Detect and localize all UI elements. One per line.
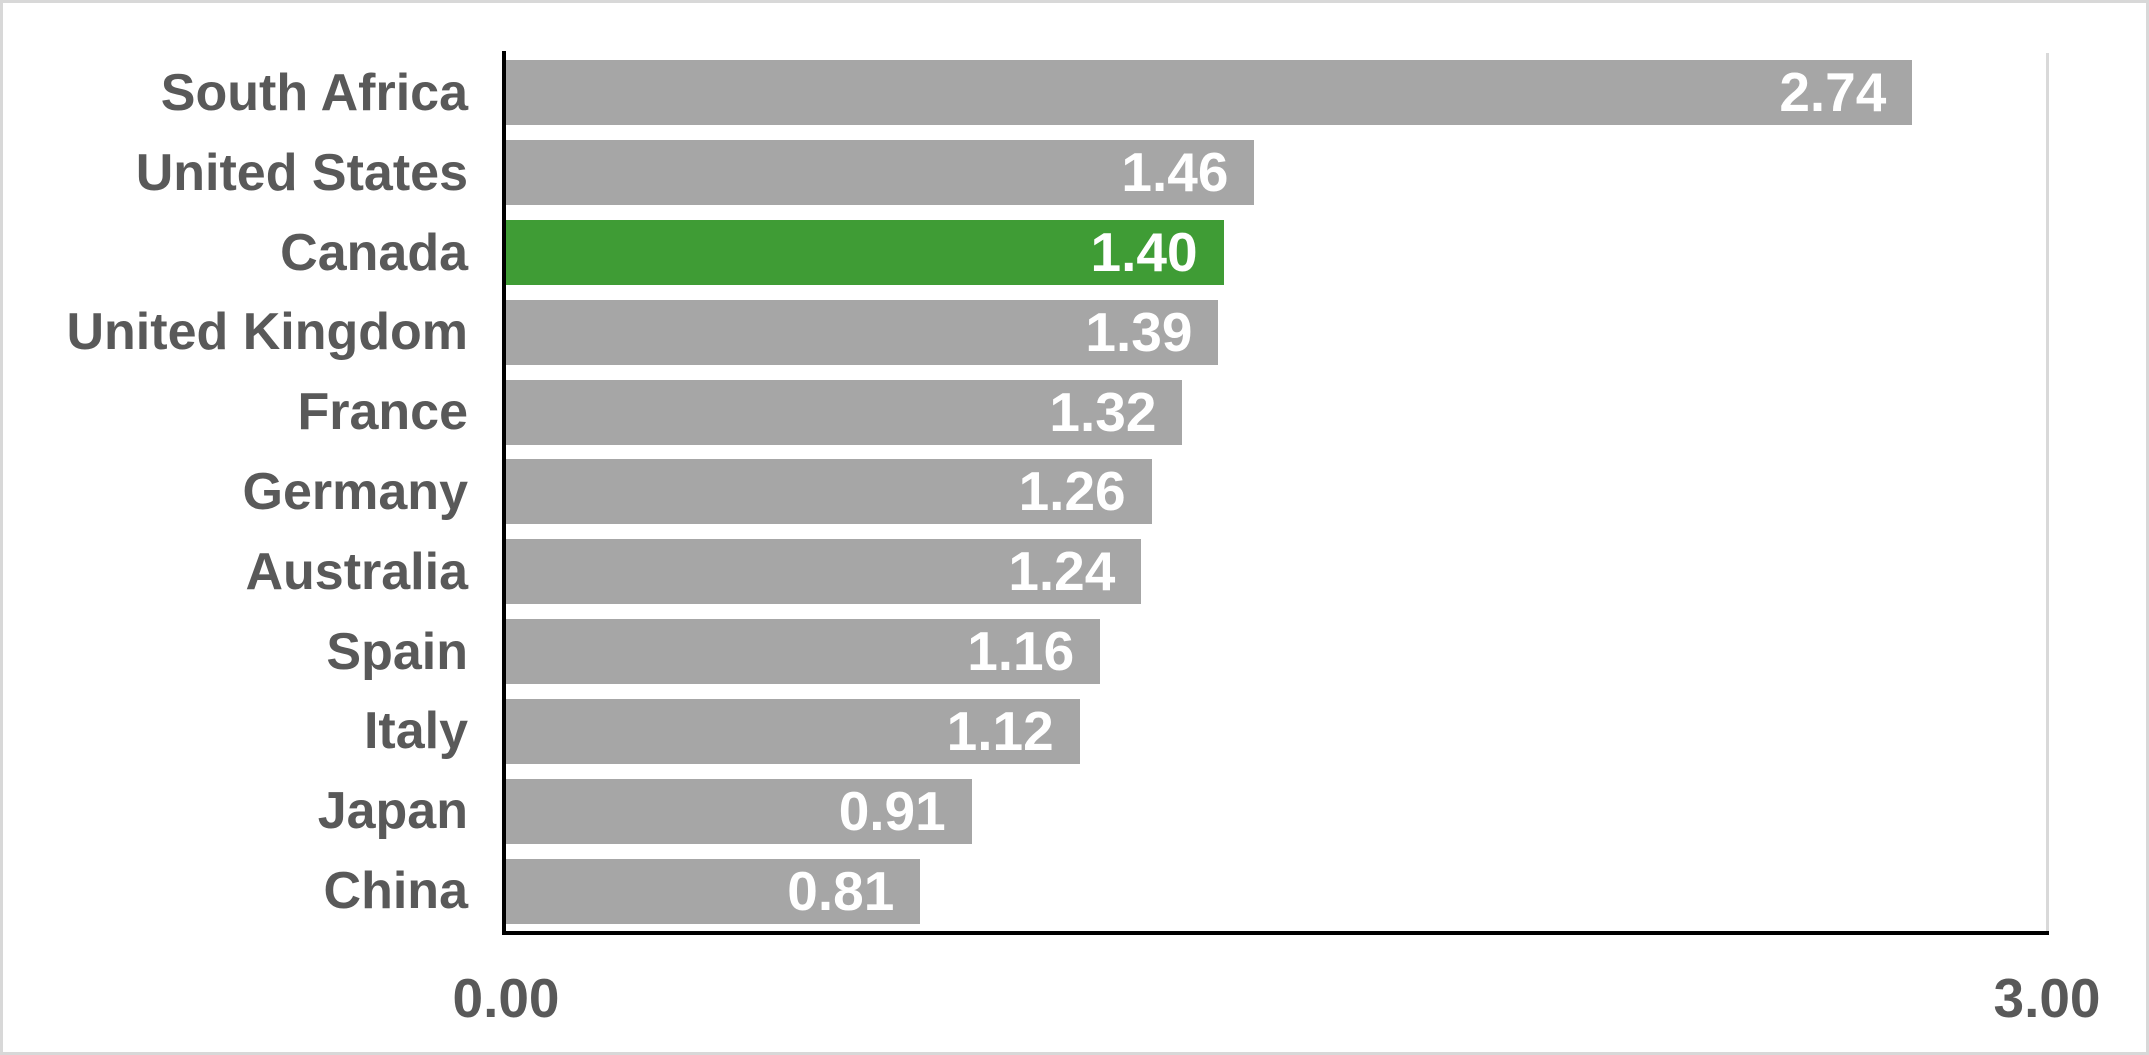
bar: 1.12 [504,698,1080,764]
bar-row: France 1.32 [3,372,2046,452]
value-label: 1.12 [946,699,1054,762]
x-tick-label-max: 3.00 [1993,967,2101,1029]
bar: 1.16 [504,619,1101,685]
value-label: 1.16 [967,620,1075,683]
category-label: France [297,383,468,442]
value-label: 1.46 [1121,141,1229,204]
bar-row: Canada 1.40 [3,213,2046,293]
right-gridline [2046,53,2049,931]
bar-track: 1.46 [504,140,2046,206]
category-label: South Africa [160,63,468,122]
bar: 2.74 [504,60,1913,126]
value-label: 2.74 [1779,61,1887,124]
category-label: United States [135,143,468,202]
bar: 1.26 [504,459,1152,525]
category-label: Spain [326,622,468,681]
bar: 1.32 [504,379,1183,445]
bar: 1.24 [504,539,1142,605]
value-label: 0.91 [838,779,946,842]
category-label: United Kingdom [66,303,468,362]
category-label: China [323,862,468,921]
bar-track: 1.26 [504,459,2046,525]
bar-track: 1.12 [504,698,2046,764]
bar: 1.39 [504,299,1219,365]
bar-track: 0.91 [504,778,2046,844]
bar: 1.40 [504,220,1224,286]
bar-row: China 0.81 [3,851,2046,931]
value-label: 0.81 [787,859,895,922]
value-label: 1.39 [1085,300,1193,363]
bar-row: United Kingdom 1.39 [3,292,2046,372]
category-label: Italy [363,702,468,761]
bar: 1.46 [504,140,1255,206]
category-label: Australia [245,542,468,601]
bar: 0.81 [504,858,921,924]
bar-track: 1.39 [504,299,2046,365]
bar-row: Spain 1.16 [3,612,2046,692]
bar-track: 1.32 [504,379,2046,445]
value-label: 1.32 [1049,380,1157,443]
category-label: Germany [242,462,468,521]
bar-row: Australia 1.24 [3,532,2046,612]
category-label: Canada [280,223,468,282]
value-label: 1.26 [1018,460,1126,523]
x-axis-line [502,931,2049,935]
category-label: Japan [317,782,468,841]
bar-row: Italy 1.12 [3,692,2046,772]
bar: 0.91 [504,778,972,844]
value-label: 1.24 [1008,540,1116,603]
bar-track: 1.16 [504,619,2046,685]
bar-track: 1.24 [504,539,2046,605]
value-label: 1.40 [1090,221,1198,284]
bar-row: Germany 1.26 [3,452,2046,532]
bar-row: United States 1.46 [3,133,2046,213]
bar-row: Japan 0.91 [3,771,2046,851]
bar-track: 0.81 [504,858,2046,924]
bar-track: 2.74 [504,60,2046,126]
y-axis-line [502,51,506,935]
bar-row: South Africa 2.74 [3,53,2046,133]
x-tick-label-min: 0.00 [452,967,560,1029]
bar-rows-container: South Africa 2.74 United States 1.46 Can… [3,53,2046,931]
bar-track: 1.40 [504,220,2046,286]
